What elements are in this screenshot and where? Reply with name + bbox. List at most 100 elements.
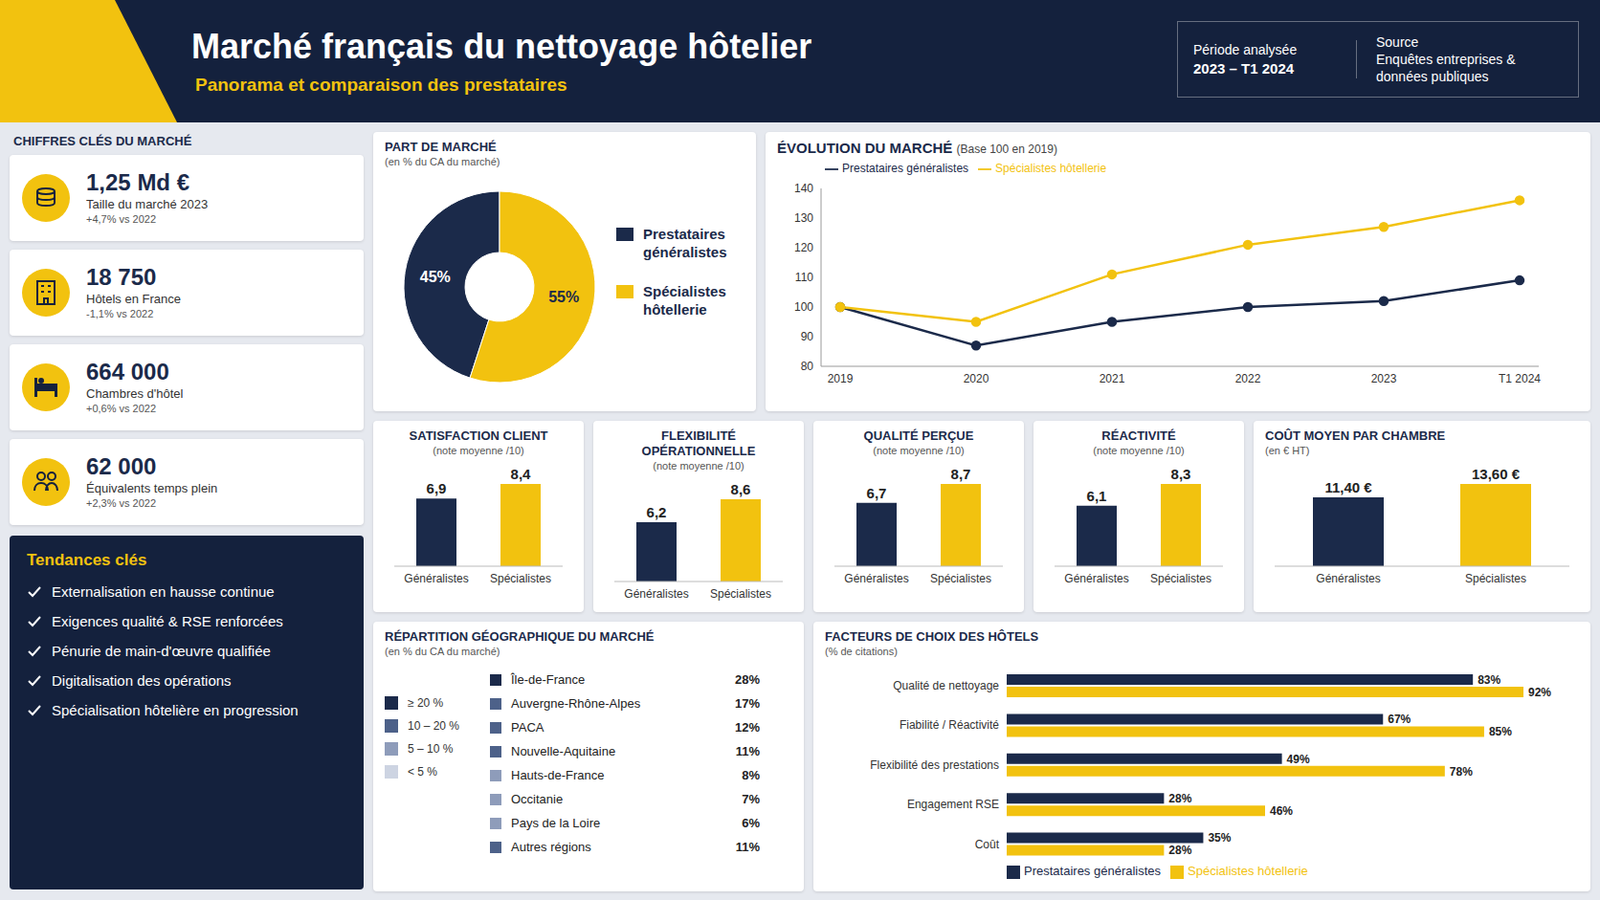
svg-text:28%: 28% <box>1168 792 1192 806</box>
html-text:COÛT MOYEN PAR CHAMBRE: COÛT MOYEN PAR CHAMBRE <box>1265 428 1446 444</box>
html-text:2023 – T1 2024: 2023 – T1 2024 <box>1193 60 1294 77</box>
svg-text:Généralistes: Généralistes <box>1315 572 1380 586</box>
svg-text:120: 120 <box>794 241 814 255</box>
svg-text:Spécialistes: Spécialistes <box>930 572 992 586</box>
html-text:11%: 11% <box>735 744 760 759</box>
svg-text:6,1: 6,1 <box>1087 488 1108 505</box>
svg-text:Engagement RSE: Engagement RSE <box>907 798 1000 812</box>
html-text:FACTEURS DE CHOIX DES HÔTELS: FACTEURS DE CHOIX DES HÔTELS <box>824 629 1039 645</box>
html-text:Hauts-de-France: Hauts-de-France <box>511 768 605 783</box>
svg-text:Généralistes: Généralistes <box>403 572 468 586</box>
html-text:7%: 7% <box>741 792 760 807</box>
html-text:6%: 6% <box>741 816 760 831</box>
svg-text:6,9: 6,9 <box>426 480 447 497</box>
html-text:Exigences qualité & RSE renfor: Exigences qualité & RSE renforcées <box>51 613 284 630</box>
html-text:Période analysée: Période analysée <box>1193 42 1297 58</box>
svg-text:90: 90 <box>800 330 815 344</box>
html-text:Pays de la Loire: Pays de la Loire <box>511 816 601 831</box>
svg-text:8,3: 8,3 <box>1171 466 1192 483</box>
svg-text:Généralistes: Généralistes <box>623 587 689 601</box>
svg-text:6,7: 6,7 <box>866 485 888 502</box>
html-text:Équivalents temps plein: Équivalents temps plein <box>86 481 218 496</box>
svg-text:49%: 49% <box>1287 753 1311 767</box>
html-text:RÉACTIVITÉ: RÉACTIVITÉ <box>1101 428 1176 444</box>
html-text:Marché français du nettoyage h: Marché français du nettoyage hôtelier <box>191 26 812 67</box>
html-text:Prestataires généralistes: Prestataires généralistes <box>842 161 969 176</box>
svg-text:8,4: 8,4 <box>511 466 533 483</box>
svg-text:92%: 92% <box>1528 686 1552 700</box>
html-text:17%: 17% <box>734 696 760 712</box>
html-text:SATISFACTION CLIENT: SATISFACTION CLIENT <box>409 428 548 444</box>
html-text:Panorama et comparaison des pr: Panorama et comparaison des prestataires <box>195 74 568 95</box>
html-text:12%: 12% <box>734 720 760 735</box>
svg-text:11,40 €: 11,40 € <box>1324 479 1373 496</box>
html-text:PACA: PACA <box>511 720 544 735</box>
html-text:Source: Source <box>1376 34 1419 50</box>
html-text:CHIFFRES CLÉS DU MARCHÉ: CHIFFRES CLÉS DU MARCHÉ <box>13 133 192 149</box>
html-text:Prestataires généralistes: Prestataires généralistes <box>643 225 727 261</box>
svg-text:130: 130 <box>794 211 814 225</box>
svg-text:2020: 2020 <box>963 372 990 386</box>
svg-text:28%: 28% <box>1168 844 1192 858</box>
html-text:Taille du marché 2023: Taille du marché 2023 <box>86 197 208 212</box>
svg-text:2019: 2019 <box>827 372 854 386</box>
svg-text:46%: 46% <box>1269 804 1293 819</box>
svg-text:8,7: 8,7 <box>951 466 972 483</box>
html-text:QUALITÉ PERÇUE: QUALITÉ PERÇUE <box>863 428 974 444</box>
svg-text:85%: 85% <box>1488 725 1512 739</box>
svg-text:67%: 67% <box>1387 712 1411 727</box>
html-text:ÉVOLUTION DU MARCHÉ (Base 100: ÉVOLUTION DU MARCHÉ (Base 100 en 2019) <box>777 139 1058 156</box>
svg-text:Spécialistes: Spécialistes <box>710 587 772 601</box>
html-text:FLEXIBILITÉ OPÉRATIONNELLE: FLEXIBILITÉ OPÉRATIONNELLE <box>641 428 756 459</box>
svg-text:Généralistes: Généralistes <box>844 572 909 586</box>
html-text:664 000: 664 000 <box>86 358 170 385</box>
html-text:10 – 20 %: 10 – 20 % <box>407 719 460 734</box>
html-text:Externalisation en hausse cont: Externalisation en hausse continue <box>51 583 275 600</box>
svg-text:2021: 2021 <box>1099 372 1126 386</box>
svg-text:2023: 2023 <box>1371 372 1398 386</box>
svg-text:100: 100 <box>794 300 814 314</box>
html-text:Spécialistes hôtellerie: Spécialistes hôtellerie <box>995 161 1107 176</box>
svg-text:110: 110 <box>795 270 814 285</box>
svg-text:13,60 €: 13,60 € <box>1471 466 1521 483</box>
html-text:Île-de-France: Île-de-France <box>511 672 585 688</box>
html-text:Digitalisation des opérations: Digitalisation des opérations <box>51 672 232 689</box>
svg-text:78%: 78% <box>1449 765 1473 779</box>
html-text:Tendances clés: Tendances clés <box>26 551 147 570</box>
html-text:Auvergne-Rhône-Alpes: Auvergne-Rhône-Alpes <box>511 696 641 712</box>
html-text:Occitanie: Occitanie <box>511 792 563 807</box>
html-text:Pénurie de main-d'œuvre qualif: Pénurie de main-d'œuvre qualifiée <box>51 643 271 660</box>
html-text:8%: 8% <box>741 768 760 783</box>
svg-text:83%: 83% <box>1477 673 1501 688</box>
html-text:18 750: 18 750 <box>86 264 157 290</box>
html-text:Nouvelle-Aquitaine: Nouvelle-Aquitaine <box>511 744 616 759</box>
svg-text:Spécialistes: Spécialistes <box>1465 572 1527 586</box>
html-text:PART DE MARCHÉ: PART DE MARCHÉ <box>384 139 497 155</box>
svg-text:Qualité de nettoyage: Qualité de nettoyage <box>892 679 1000 693</box>
svg-text:Spécialistes: Spécialistes <box>489 572 552 586</box>
svg-text:45%: 45% <box>420 268 451 286</box>
html-text:Hôtels en France: Hôtels en France <box>86 291 181 307</box>
html-text:Spécialistes hôtellerie: Spécialistes hôtellerie <box>643 283 727 318</box>
svg-text:55%: 55% <box>548 288 579 306</box>
html-text:28%: 28% <box>734 672 760 688</box>
svg-text:Flexibilité des prestations: Flexibilité des prestations <box>869 758 1000 773</box>
html-text:1,25 Md €: 1,25 Md € <box>86 169 190 196</box>
svg-text:6,2: 6,2 <box>646 504 667 521</box>
svg-text:80: 80 <box>800 359 815 374</box>
svg-text:Spécialistes: Spécialistes <box>1150 572 1212 586</box>
svg-text:Coût: Coût <box>975 838 1000 852</box>
html-text:Chambres d'hôtel: Chambres d'hôtel <box>86 386 184 401</box>
html-text:62 000: 62 000 <box>86 453 157 480</box>
html-text:Enquêtes entreprises & données: Enquêtes entreprises & données publiques <box>1376 51 1516 85</box>
html-text:≥ 20 %: ≥ 20 % <box>407 696 444 711</box>
svg-text:T1 2024: T1 2024 <box>1498 372 1541 386</box>
html-text:RÉPARTITION GÉOGRAPHIQUE DU MA: RÉPARTITION GÉOGRAPHIQUE DU MARCHÉ <box>384 629 654 645</box>
svg-text:8,6: 8,6 <box>731 481 752 498</box>
svg-text:35%: 35% <box>1207 831 1231 845</box>
svg-text:2022: 2022 <box>1235 372 1262 386</box>
svg-text:140: 140 <box>794 181 814 196</box>
html-text:Spécialisation hôtelière en pr: Spécialisation hôtelière en progression <box>51 702 299 719</box>
svg-text:Généralistes: Généralistes <box>1064 572 1129 586</box>
svg-text:Fiabilité / Réactivité: Fiabilité / Réactivité <box>899 718 1000 733</box>
